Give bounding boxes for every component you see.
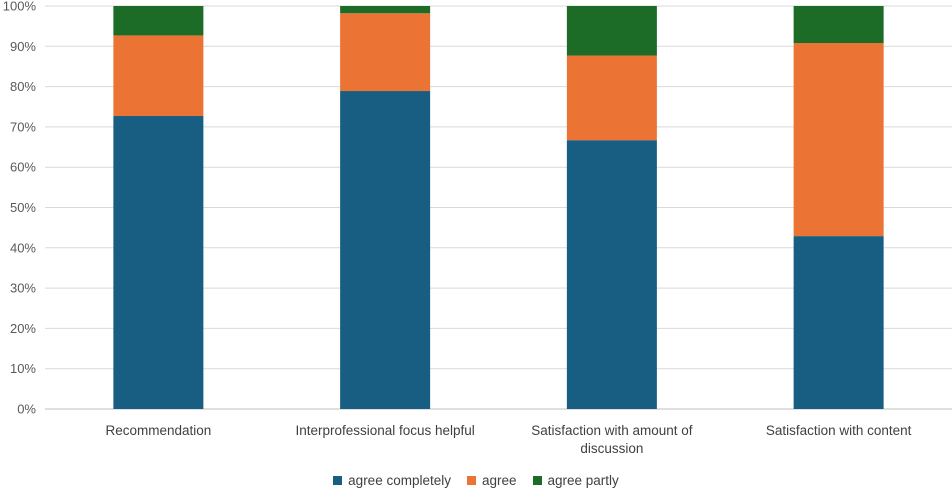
legend: agree completely agree agree partly: [0, 470, 952, 490]
bar-segment-agree: [113, 35, 204, 117]
x-category-label: Interprofessional focus helpful: [295, 423, 474, 438]
y-tick-label: 100%: [3, 0, 37, 14]
bar-segment-agree-partly: [566, 6, 657, 56]
x-category-label: Recommendation: [105, 423, 211, 438]
y-tick-label: 80%: [10, 79, 36, 94]
y-tick-label: 50%: [10, 200, 36, 215]
bar-segment-agree: [566, 55, 657, 141]
legend-swatch: [532, 475, 542, 485]
y-tick-label: 40%: [10, 240, 36, 255]
bars: [113, 6, 884, 410]
y-axis: 0% 10% 20% 30% 40% 50% 60% 70% 80% 90% 100%: [3, 0, 37, 417]
bar-segment-agree-completely: [113, 116, 204, 410]
legend-item: agree: [466, 472, 517, 488]
legend-label: agree completely: [348, 472, 451, 488]
legend-swatch: [466, 475, 476, 485]
stacked-bar-chart: 0% 10% 20% 30% 40% 50% 60% 70% 80% 90% 100% Recomm…: [3, 0, 952, 456]
bar-segment-agree-partly: [340, 6, 431, 14]
bar-segment-agree-completely: [566, 140, 657, 409]
bar-segment-agree-completely: [340, 91, 431, 410]
x-category-label: Satisfaction with amount of discussion: [531, 423, 693, 456]
y-tick-label: 30%: [10, 281, 36, 296]
y-tick-label: 10%: [10, 361, 36, 376]
legend-label: agree: [481, 472, 517, 488]
legend-item: agree completely: [333, 473, 451, 488]
x-axis: Recommendation Interprofessional focus he…: [105, 423, 911, 456]
bar-segment-agree: [340, 13, 431, 92]
bar-segment-agree-partly: [113, 6, 204, 36]
y-tick-label: 60%: [10, 160, 36, 175]
legend-item: agree partly: [532, 472, 619, 488]
bar-segment-agree-partly: [793, 6, 884, 44]
legend-swatch: [333, 475, 343, 485]
bar-segment-agree-completely: [793, 236, 884, 409]
x-category-label: Satisfaction with content: [766, 423, 912, 438]
y-tick-label: 20%: [10, 321, 36, 336]
legend-label: agree partly: [547, 472, 619, 488]
y-tick-label: 0%: [17, 402, 36, 417]
y-tick-label: 90%: [10, 39, 36, 54]
y-tick-label: 70%: [10, 119, 36, 134]
bar-segment-agree: [793, 43, 884, 237]
